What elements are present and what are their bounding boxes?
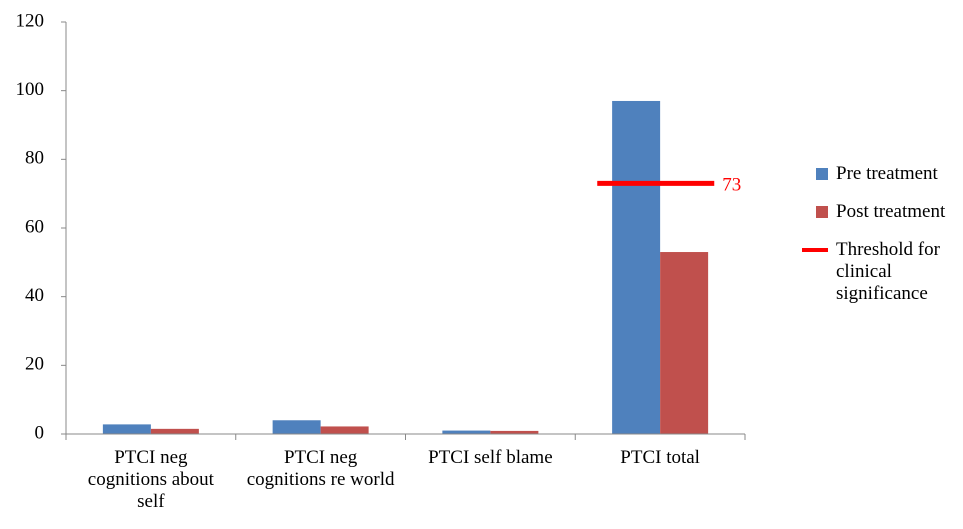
- bar: [272, 420, 321, 434]
- y-tick-label: 80: [25, 148, 44, 169]
- bar: [150, 428, 199, 434]
- bar: [102, 424, 151, 434]
- y-tick-label: 100: [16, 79, 45, 100]
- y-tick-label: 60: [25, 216, 44, 237]
- bar: [490, 430, 539, 434]
- legend-label: Pre treatment: [836, 163, 938, 184]
- x-tick-label: PTCI neg cognitions re world: [246, 447, 395, 490]
- legend-item: Pre treatment: [800, 163, 938, 185]
- bar: [660, 252, 709, 434]
- bar: [320, 426, 369, 434]
- x-tick-label: PTCI total: [620, 447, 700, 468]
- y-tick-label: 0: [35, 422, 45, 443]
- legend-swatch: [802, 248, 828, 252]
- legend-item: Threshold for clinical significance: [800, 239, 950, 305]
- legend-swatch: [816, 168, 828, 180]
- bar: [442, 430, 491, 434]
- x-tick-label: PTCI neg cognitions about self: [87, 447, 214, 512]
- legend-item: Post treatment: [800, 201, 945, 223]
- y-tick-label: 20: [25, 354, 44, 375]
- legend-label: Post treatment: [836, 201, 946, 222]
- y-tick-label: 120: [16, 10, 45, 31]
- legend-label: Threshold for clinical significance: [836, 239, 940, 304]
- legend-swatch: [816, 206, 828, 218]
- y-tick-label: 40: [25, 285, 44, 306]
- threshold-label: 73: [722, 175, 741, 196]
- bar: [612, 100, 661, 434]
- x-tick-label: PTCI self blame: [428, 447, 553, 468]
